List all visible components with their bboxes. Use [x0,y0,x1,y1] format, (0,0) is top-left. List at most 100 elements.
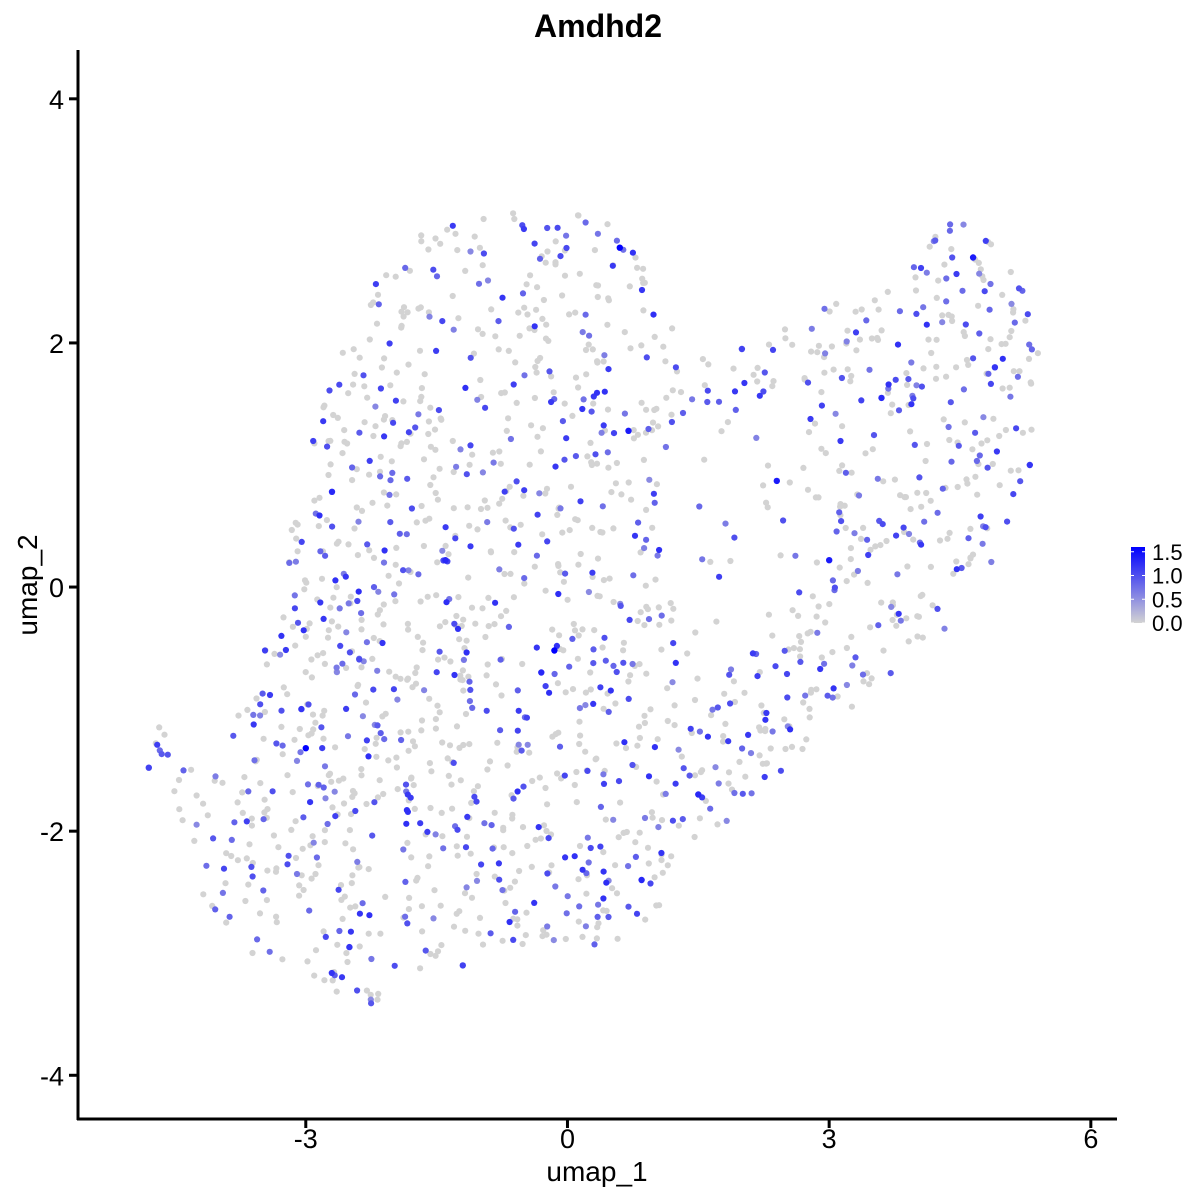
cell-point [679,409,687,417]
cell-point [487,548,494,555]
cell-point [390,419,397,426]
cell-point [462,710,470,718]
cell-point [566,527,573,534]
color-legend-bar [1131,547,1145,623]
cell-point [320,928,327,935]
cell-point [405,728,412,735]
cell-point [354,858,361,866]
cell-point [387,519,394,526]
cell-point [765,611,773,618]
cell-point [832,410,839,417]
cell-point [417,965,424,972]
cell-point [175,776,183,784]
cell-point [322,795,329,802]
cell-point [944,535,951,542]
cell-point [315,523,322,530]
cell-point [600,895,607,902]
cell-point [353,466,360,473]
cell-point [359,900,366,907]
cell-point-high [695,791,702,798]
cell-point [585,859,592,866]
cell-point [499,495,506,502]
cell-point [464,813,471,821]
cell-point [781,326,789,333]
cell-point [275,844,282,851]
cell-point [425,863,432,870]
cell-point [564,893,571,900]
cell-point [397,443,404,450]
cell-point [921,518,928,525]
cell-point [731,534,738,541]
cell-point [544,538,551,545]
cell-point [800,464,807,471]
cell-point [176,806,183,813]
cell-point [421,687,428,694]
cell-point [828,343,836,350]
cell-point [404,839,411,847]
cell-point [449,805,456,812]
cell-point [432,716,439,723]
cell-point [597,684,604,691]
cell-point [466,461,473,468]
cell-point [372,281,379,288]
cell-point [437,240,444,247]
cell-point [953,558,960,565]
cell-point [714,704,721,711]
cell-point [894,341,902,348]
cell-point [878,327,885,334]
cell-point [590,646,597,653]
cell-point [617,799,624,806]
cell-point [365,866,372,873]
cell-point [351,691,359,698]
cell-point [322,933,329,941]
cell-point [431,887,438,894]
cell-point [363,800,370,808]
cell-point [813,613,820,620]
cell-point [212,773,219,780]
cell-point-high [826,557,833,564]
cell-point [483,707,490,714]
cell-point [469,451,476,458]
cell-point [696,815,704,822]
cell-point [552,731,559,738]
cell-point [571,853,578,860]
cell-point [437,902,444,909]
cell-point [521,487,528,494]
cell-point [299,845,306,852]
cell-point [704,387,711,394]
cell-point [391,962,398,969]
cell-point [546,689,553,696]
cell-point [540,296,548,304]
cell-point [480,215,487,223]
cell-point [631,532,639,539]
cell-point [462,844,470,851]
cell-point [396,530,403,537]
cell-point [668,617,675,624]
cell-point [427,404,434,411]
cell-point [760,482,767,489]
cell-point [264,867,271,874]
cell-point [203,862,210,869]
cell-point [310,437,317,445]
cell-point [903,370,910,377]
cell-point [836,509,843,516]
cell-point [781,716,788,723]
cell-point [351,370,358,377]
cell-point [550,389,557,396]
cell-point [212,906,219,913]
cell-point [534,433,541,440]
cell-point [617,602,624,610]
cell-point [839,462,846,469]
cell-point [636,829,643,836]
cell-point [634,617,641,625]
cell-point [715,780,722,787]
cell-point [308,674,315,681]
cell-point [491,873,498,880]
cell-point [953,566,960,573]
cell-point [946,436,953,444]
cell-point [864,536,871,543]
cell-point [436,623,443,630]
cell-point [726,671,733,678]
cell-point [356,354,363,361]
cell-point [375,990,382,998]
